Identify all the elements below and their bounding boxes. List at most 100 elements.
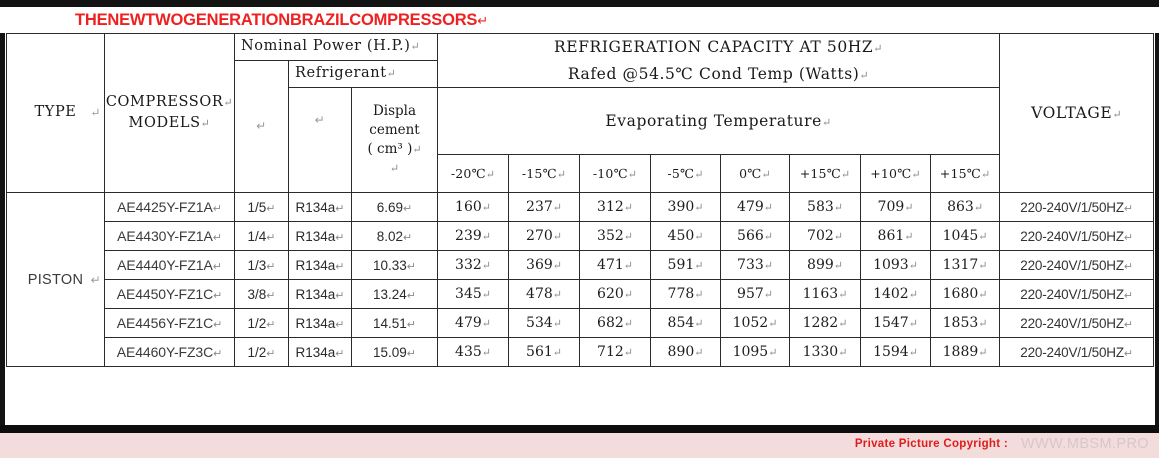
cell-refrigerant[interactable]: R134a↵ xyxy=(288,221,352,251)
cell-displacement[interactable]: 13.24↵ xyxy=(350,279,439,309)
cell-model[interactable]: AE4450Y-FZ1C↵ xyxy=(104,279,235,309)
scan-top-band xyxy=(0,0,1159,7)
paragraph-mark-icon: ↵ xyxy=(763,259,773,272)
cell-capacity[interactable]: 479↵ xyxy=(720,192,791,222)
cell-displacement[interactable]: 14.51↵ xyxy=(350,308,439,338)
cell-capacity[interactable]: 1889↵ xyxy=(930,337,1001,367)
cell-capacity[interactable]: 712↵ xyxy=(579,337,652,367)
cell-capacity[interactable]: 733↵ xyxy=(720,250,791,280)
cell-capacity[interactable]: 566↵ xyxy=(720,221,791,251)
cell-capacity[interactable]: 591↵ xyxy=(650,250,722,280)
cell-capacity[interactable]: 369↵ xyxy=(508,250,581,280)
cell-model[interactable]: AE4456Y-FZ1C↵ xyxy=(104,308,235,338)
cell-capacity[interactable]: 332↵ xyxy=(437,250,510,280)
cell-capacity[interactable]: 1095↵ xyxy=(720,337,791,367)
cell-power[interactable]: 1/5↵ xyxy=(234,192,289,222)
cell-voltage[interactable]: 220-240V/1/50HZ↵ xyxy=(999,308,1155,338)
cell-voltage[interactable]: 220-240V/1/50HZ↵ xyxy=(999,279,1155,309)
cell-capacity[interactable]: 1052↵ xyxy=(720,308,791,338)
cell-capacity[interactable]: 471↵ xyxy=(579,250,652,280)
cell-voltage[interactable]: 220-240V/1/50HZ↵ xyxy=(999,192,1155,222)
header-capacity-line1: REFRIGERATION CAPACITY AT 50HZ↵ xyxy=(554,38,884,57)
cell-voltage[interactable]: 220-240V/1/50HZ↵ xyxy=(999,221,1155,251)
cell-model[interactable]: AE4430Y-FZ1A↵ xyxy=(104,221,235,251)
cell-model[interactable]: AE4440Y-FZ1A↵ xyxy=(104,250,235,280)
header-power-blank-cell: ↵ xyxy=(234,60,289,193)
cell-capacity[interactable]: 479↵ xyxy=(437,308,510,338)
table-row[interactable]: AE4456Y-FZ1C↵ 1/2↵ R134a↵ 14.51↵ 479↵ 53… xyxy=(7,308,1155,338)
table-row[interactable]: AE4440Y-FZ1A↵ 1/3↵ R134a↵ 10.33↵ 332↵ 36… xyxy=(7,250,1155,280)
cell-capacity[interactable]: 270↵ xyxy=(508,221,581,251)
cell-displacement[interactable]: 15.09↵ xyxy=(350,337,439,367)
cell-capacity[interactable]: 709↵ xyxy=(860,192,932,222)
cell-refrigerant[interactable]: R134a↵ xyxy=(288,192,352,222)
cell-capacity[interactable]: 583↵ xyxy=(789,192,862,222)
cell-capacity[interactable]: 160↵ xyxy=(437,192,510,222)
cell-power[interactable]: 1/4↵ xyxy=(234,221,289,251)
cell-capacity[interactable]: 863↵ xyxy=(930,192,1001,222)
paragraph-mark-icon: ↵ xyxy=(410,40,421,54)
cell-capacity[interactable]: 957↵ xyxy=(720,279,791,309)
cell-capacity[interactable]: 702↵ xyxy=(789,221,862,251)
cell-capacity[interactable]: 682↵ xyxy=(579,308,652,338)
cell-capacity[interactable]: 478↵ xyxy=(508,279,581,309)
cell-capacity[interactable]: 1330↵ xyxy=(789,337,862,367)
cell-capacity[interactable]: 861↵ xyxy=(860,221,932,251)
cell-model[interactable]: AE4460Y-FZ3C↵ xyxy=(104,337,235,367)
cell-displacement[interactable]: 6.69↵ xyxy=(350,192,439,222)
paragraph-mark-icon: ↵ xyxy=(904,230,914,243)
cell-capacity[interactable]: 1547↵ xyxy=(860,308,932,338)
cell-power[interactable]: 3/8↵ xyxy=(234,279,289,309)
cell-capacity[interactable]: 237↵ xyxy=(508,192,581,222)
cell-capacity[interactable]: 899↵ xyxy=(789,250,862,280)
cell-displacement[interactable]: 10.33↵ xyxy=(350,250,439,280)
cell-capacity[interactable]: 345↵ xyxy=(437,279,510,309)
cell-capacity[interactable]: 1045↵ xyxy=(930,221,1001,251)
cell-refrigerant[interactable]: R134a↵ xyxy=(288,337,352,367)
cell-refrigerant[interactable]: R134a↵ xyxy=(288,279,352,309)
cell-capacity[interactable]: 435↵ xyxy=(437,337,510,367)
cell-capacity[interactable]: 1093↵ xyxy=(860,250,932,280)
table-row[interactable]: AE4450Y-FZ1C↵ 3/8↵ R134a↵ 13.24↵ 345↵ 47… xyxy=(7,279,1155,309)
cell-capacity[interactable]: 1402↵ xyxy=(860,279,932,309)
cell-capacity[interactable]: 778↵ xyxy=(650,279,722,309)
temp-col-2: -15℃↵ xyxy=(508,153,581,194)
cell-power[interactable]: 1/2↵ xyxy=(234,337,289,367)
cell-power[interactable]: 1/3↵ xyxy=(234,250,289,280)
cell-capacity[interactable]: 312↵ xyxy=(579,192,652,222)
cell-capacity[interactable]: 561↵ xyxy=(508,337,581,367)
cell-refrigerant[interactable]: R134a↵ xyxy=(288,308,352,338)
cell-capacity[interactable]: 534↵ xyxy=(508,308,581,338)
paragraph-mark-icon: ↵ xyxy=(833,259,843,272)
cell-power[interactable]: 1/2↵ xyxy=(234,308,289,338)
paragraph-mark-icon: ↵ xyxy=(335,347,345,360)
table-row[interactable]: AE4460Y-FZ3C↵ 1/2↵ R134a↵ 15.09↵ 435↵ 56… xyxy=(7,337,1155,367)
cell-capacity[interactable]: 450↵ xyxy=(650,221,722,251)
paragraph-mark-icon: ↵ xyxy=(212,232,222,244)
cell-capacity[interactable]: 239↵ xyxy=(437,221,510,251)
cell-capacity[interactable]: 854↵ xyxy=(650,308,722,338)
cell-capacity[interactable]: 1853↵ xyxy=(930,308,1001,338)
cell-voltage[interactable]: 220-240V/1/50HZ↵ xyxy=(999,250,1155,280)
cell-displacement[interactable]: 8.02↵ xyxy=(350,221,439,251)
cell-capacity[interactable]: 620↵ xyxy=(579,279,652,309)
paragraph-mark-icon: ↵ xyxy=(623,259,633,272)
cell-capacity[interactable]: 1163↵ xyxy=(789,279,862,309)
cell-capacity[interactable]: 390↵ xyxy=(650,192,722,222)
table-row[interactable]: PISTON ↵ AE4425Y-FZ1A↵ 1/5↵ R134a↵ 6.69↵ … xyxy=(6,192,1155,367)
cell-capacity[interactable]: 1317↵ xyxy=(930,250,1001,280)
cell-capacity[interactable]: 890↵ xyxy=(650,337,722,367)
cell-refrigerant[interactable]: R134a↵ xyxy=(288,250,352,280)
cell-voltage[interactable]: 220-240V/1/50HZ↵ xyxy=(999,337,1155,367)
cell-capacity[interactable]: 1282↵ xyxy=(789,308,862,338)
table-row[interactable]: AE4430Y-FZ1A↵ 1/4↵ R134a↵ 8.02↵ 239↵ 270… xyxy=(7,221,1155,251)
cell-capacity[interactable]: 352↵ xyxy=(579,221,652,251)
paragraph-mark-icon: ↵ xyxy=(552,201,562,214)
paragraph-mark-icon: ↵ xyxy=(266,202,276,215)
cell-capacity[interactable]: 1594↵ xyxy=(860,337,932,367)
cell-model[interactable]: AE4425Y-FZ1A↵ xyxy=(104,192,235,222)
paragraph-mark-icon: ↵ xyxy=(406,289,417,302)
copyright-label: Private Picture Copyright : xyxy=(854,438,1008,450)
cell-capacity[interactable]: 1680↵ xyxy=(930,279,1001,309)
paragraph-mark-icon: ↵ xyxy=(552,259,562,272)
